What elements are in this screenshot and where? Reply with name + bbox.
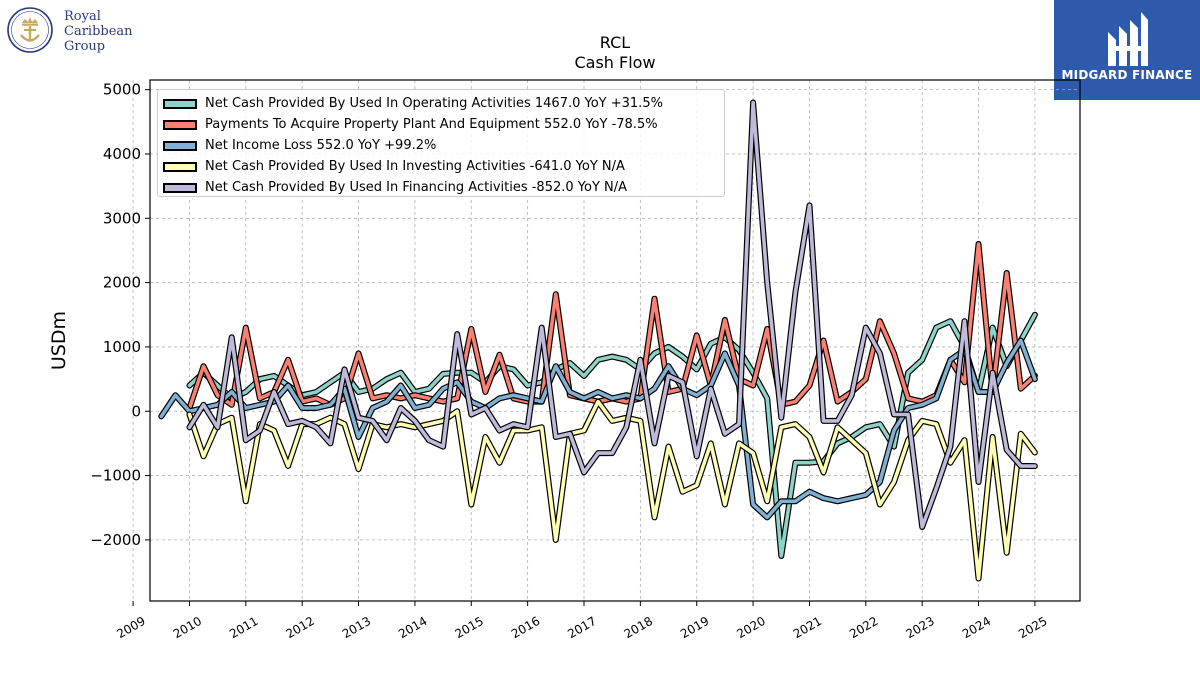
company-name-line: Group [64, 39, 106, 54]
legend-entry: Net Cash Provided By Used In Operating A… [161, 93, 724, 114]
plot-frame [149, 79, 1081, 602]
y-tick-label: 4000 [103, 145, 141, 163]
legend-swatch [163, 98, 197, 109]
chart-title: RCL [600, 33, 630, 52]
x-tick-label: 2012 [283, 614, 316, 641]
y-tick-label: 2000 [103, 274, 141, 292]
x-tick-label: 2014 [396, 614, 429, 641]
company-name-line: Royal [64, 9, 101, 24]
x-tick-label: 2010 [171, 614, 204, 641]
x-tick-label: 2021 [791, 614, 824, 641]
series-line [159, 338, 1037, 520]
x-tick-label: 2016 [509, 614, 542, 641]
y-tick-label: 5000 [103, 81, 141, 99]
chart-legend: Net Cash Provided By Used In Operating A… [157, 89, 725, 197]
legend-label: Net Income Loss 552.0 YoY +99.2% [205, 138, 437, 153]
x-tick-label: 2023 [903, 614, 936, 641]
x-tick-label: 2011 [227, 614, 260, 641]
series-line [187, 312, 1037, 558]
series-line [187, 399, 1037, 581]
legend-label: Net Cash Provided By Used In Operating A… [205, 96, 663, 111]
legend-swatch [163, 182, 197, 193]
legend-entry: Net Income Loss 552.0 YoY +99.2% [161, 135, 724, 156]
x-tick-label: 2019 [678, 614, 711, 641]
x-tick-label: 2009 [114, 614, 147, 641]
y-tick-label: 1000 [103, 338, 141, 356]
legend-entry: Payments To Acquire Property Plant And E… [161, 114, 724, 135]
y-axis-label: USDm [48, 311, 70, 370]
company-name: Royal Caribbean Group [64, 9, 133, 54]
company-name-line: Caribbean [64, 24, 133, 39]
x-tick-label: 2024 [960, 614, 993, 641]
legend-swatch [163, 140, 197, 151]
y-tick-label: 0 [131, 402, 141, 420]
legend-entry: Net Cash Provided By Used In Investing A… [161, 156, 724, 177]
y-tick-label: 3000 [103, 209, 141, 227]
y-tick-label: −2000 [90, 531, 141, 549]
midgard-finance-watermark: MIDGARD FINANCE [1054, 0, 1200, 100]
chart-subtitle: Cash Flow [574, 53, 655, 72]
x-tick-label: 2015 [453, 614, 486, 641]
x-tick-label: 2018 [622, 614, 655, 641]
x-tick-label: 2020 [734, 614, 767, 641]
y-tick-label: −1000 [90, 467, 141, 485]
series-line [187, 100, 1037, 529]
midgard-logo-icon [1108, 12, 1148, 66]
legend-label: Net Cash Provided By Used In Financing A… [205, 180, 628, 195]
legend-label: Payments To Acquire Property Plant And E… [205, 117, 658, 132]
royal-caribbean-logo: Royal Caribbean Group [4, 4, 154, 56]
x-tick-label: 2022 [847, 614, 880, 641]
legend-entry: Net Cash Provided By Used In Financing A… [161, 177, 724, 198]
watermark-text: MIDGARD FINANCE [1061, 68, 1193, 82]
x-tick-label: 2017 [565, 614, 598, 641]
legend-label: Net Cash Provided By Used In Investing A… [205, 159, 625, 174]
legend-swatch [163, 161, 197, 172]
x-tick-label: 2025 [1016, 614, 1049, 641]
anchor-crown-icon [7, 7, 53, 53]
legend-swatch [163, 119, 197, 130]
x-tick-label: 2013 [340, 614, 373, 641]
